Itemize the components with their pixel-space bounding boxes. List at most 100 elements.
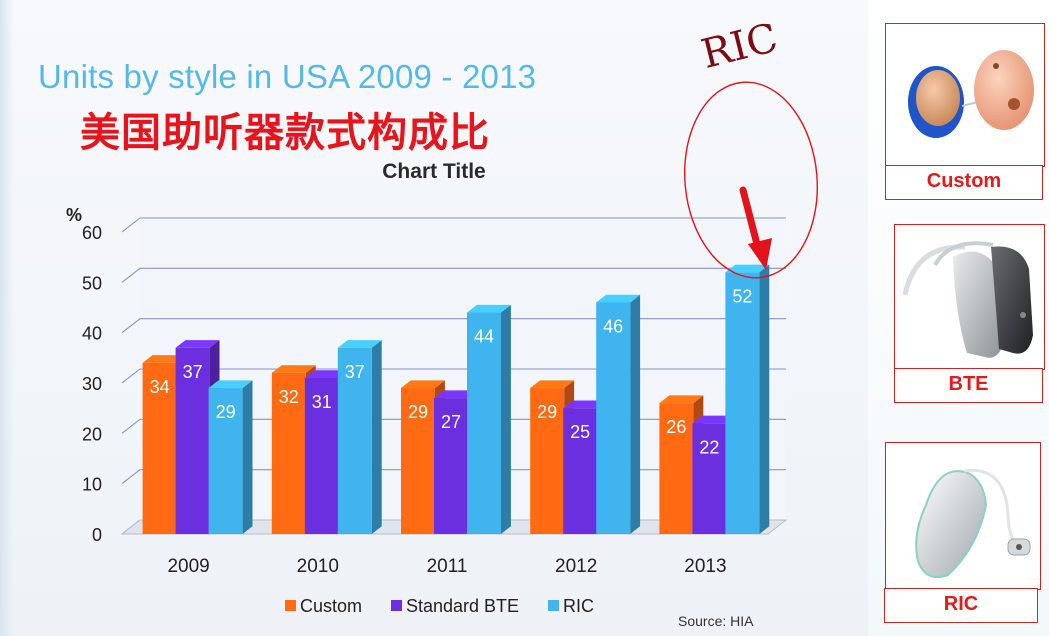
- bar-top: [401, 380, 445, 389]
- ric-style-label: RIC: [884, 588, 1038, 623]
- callout-annotation: [683, 81, 819, 279]
- bar-front: [337, 347, 372, 534]
- y-tick-label: 50: [82, 273, 102, 293]
- bar-front: [434, 398, 468, 534]
- data-label: 37: [345, 362, 365, 382]
- x-tick-label: 2009: [167, 556, 209, 577]
- custom-hearing-aid-icon: [908, 50, 1034, 138]
- bar-front: [401, 388, 435, 534]
- bte-style-card: [894, 224, 1045, 370]
- bar-front: [659, 403, 694, 534]
- chart-data-labels: 34 37 29 32 31 37 29 27 44 29 25 46 26 22 52: [150, 286, 753, 457]
- bar-side: [371, 340, 382, 534]
- bar-front: [725, 272, 760, 534]
- callout-arrow-shaft: [739, 186, 763, 256]
- bar: [208, 380, 253, 534]
- bar: [725, 264, 770, 534]
- data-label: 25: [570, 422, 590, 442]
- data-label: 52: [732, 286, 752, 306]
- data-label: 31: [312, 392, 332, 412]
- bar-front: [692, 423, 727, 534]
- slide-title-chinese: 美国助听器款式构成比: [80, 111, 490, 155]
- data-label: 29: [537, 402, 557, 422]
- legend-entry: RIC: [563, 596, 594, 616]
- bar-side: [759, 264, 770, 534]
- slide: Units by style in USA 2009 - 2013 美国助听器款…: [0, 0, 868, 636]
- legend-swatch: [391, 600, 402, 611]
- bar-front: [467, 312, 501, 534]
- bar-top: [208, 380, 253, 389]
- bte-style-label: BTE: [894, 368, 1043, 403]
- y-tick-label: 10: [82, 475, 102, 495]
- bar-front: [304, 377, 339, 534]
- callout-ellipse: [683, 81, 819, 279]
- data-label: 29: [216, 402, 236, 422]
- bar-front: [175, 347, 210, 534]
- bar-top: [596, 294, 641, 303]
- y-tick-label: 0: [92, 525, 102, 545]
- gridline: [121, 318, 786, 334]
- legend-entry: Custom: [300, 596, 362, 616]
- bar-top: [175, 340, 220, 348]
- legend-swatch: [548, 600, 559, 611]
- bar-top: [659, 395, 704, 404]
- callout-arrow-head: [748, 238, 772, 270]
- bar-top: [304, 370, 349, 378]
- data-label: 29: [408, 402, 428, 422]
- chart-axes: 0 10 20 30 40 50 60 2009 2010 2011 2012 2013: [82, 223, 727, 577]
- y-tick-label: 40: [82, 324, 102, 344]
- bar-front: [208, 388, 243, 534]
- data-label: 44: [474, 327, 494, 347]
- bar: [596, 294, 641, 534]
- bar-top: [337, 340, 382, 348]
- bar: [337, 340, 382, 534]
- x-tick-label: 2011: [427, 556, 468, 577]
- legend-swatch: [285, 600, 296, 611]
- hearing-aid-styles-panel: Custom BTE: [868, 0, 1049, 636]
- data-label: 34: [150, 377, 170, 397]
- y-tick-label: 60: [82, 223, 102, 243]
- gridline: [121, 217, 786, 233]
- source-note: Source: HIA: [678, 613, 754, 629]
- data-label: 46: [603, 316, 623, 336]
- gridline: [121, 267, 786, 283]
- bar-top: [563, 400, 608, 409]
- y-tick-label: 20: [82, 424, 102, 444]
- x-tick-label: 2010: [297, 556, 339, 577]
- bar-top: [271, 365, 316, 373]
- bar-side: [501, 304, 511, 534]
- chart-bars: [142, 264, 770, 534]
- gridline: [121, 368, 786, 384]
- bar-top: [692, 415, 737, 424]
- x-tick-label: 2012: [555, 556, 597, 577]
- bar-side: [242, 380, 253, 534]
- data-label: 32: [279, 387, 299, 407]
- bar-chart: 0 10 20 30 40 50 60 2009 2010 2011 2012 2013 34 37 29…: [66, 81, 819, 629]
- custom-style-label: Custom: [885, 165, 1043, 200]
- bar-top: [434, 390, 478, 399]
- bte-hearing-aid-icon: [902, 241, 1033, 358]
- bar-top: [530, 380, 575, 389]
- bar-top: [142, 355, 187, 363]
- y-tick-label: 30: [82, 374, 102, 394]
- bar-front: [596, 302, 631, 534]
- bar: [467, 304, 511, 534]
- bar-front: [142, 362, 177, 534]
- data-label: 26: [666, 417, 686, 437]
- data-label: 37: [183, 362, 203, 382]
- bar-front: [271, 372, 306, 534]
- ric-style-card: [885, 442, 1041, 590]
- legend-entry: Standard BTE: [406, 596, 519, 616]
- chart-title: Chart Title: [382, 160, 485, 183]
- chart-legend: Custom Standard BTE RIC: [285, 596, 594, 616]
- bar-top: [725, 264, 770, 273]
- ric-hearing-aid-icon: [915, 468, 1031, 579]
- custom-style-card: [885, 23, 1045, 167]
- x-tick-label: 2013: [684, 556, 726, 577]
- bar-side: [630, 294, 641, 534]
- y-axis-unit-label: %: [66, 205, 82, 225]
- data-label: 22: [699, 437, 719, 457]
- data-label: 27: [441, 412, 461, 432]
- bar-front: [530, 388, 565, 534]
- bar-top: [467, 304, 511, 313]
